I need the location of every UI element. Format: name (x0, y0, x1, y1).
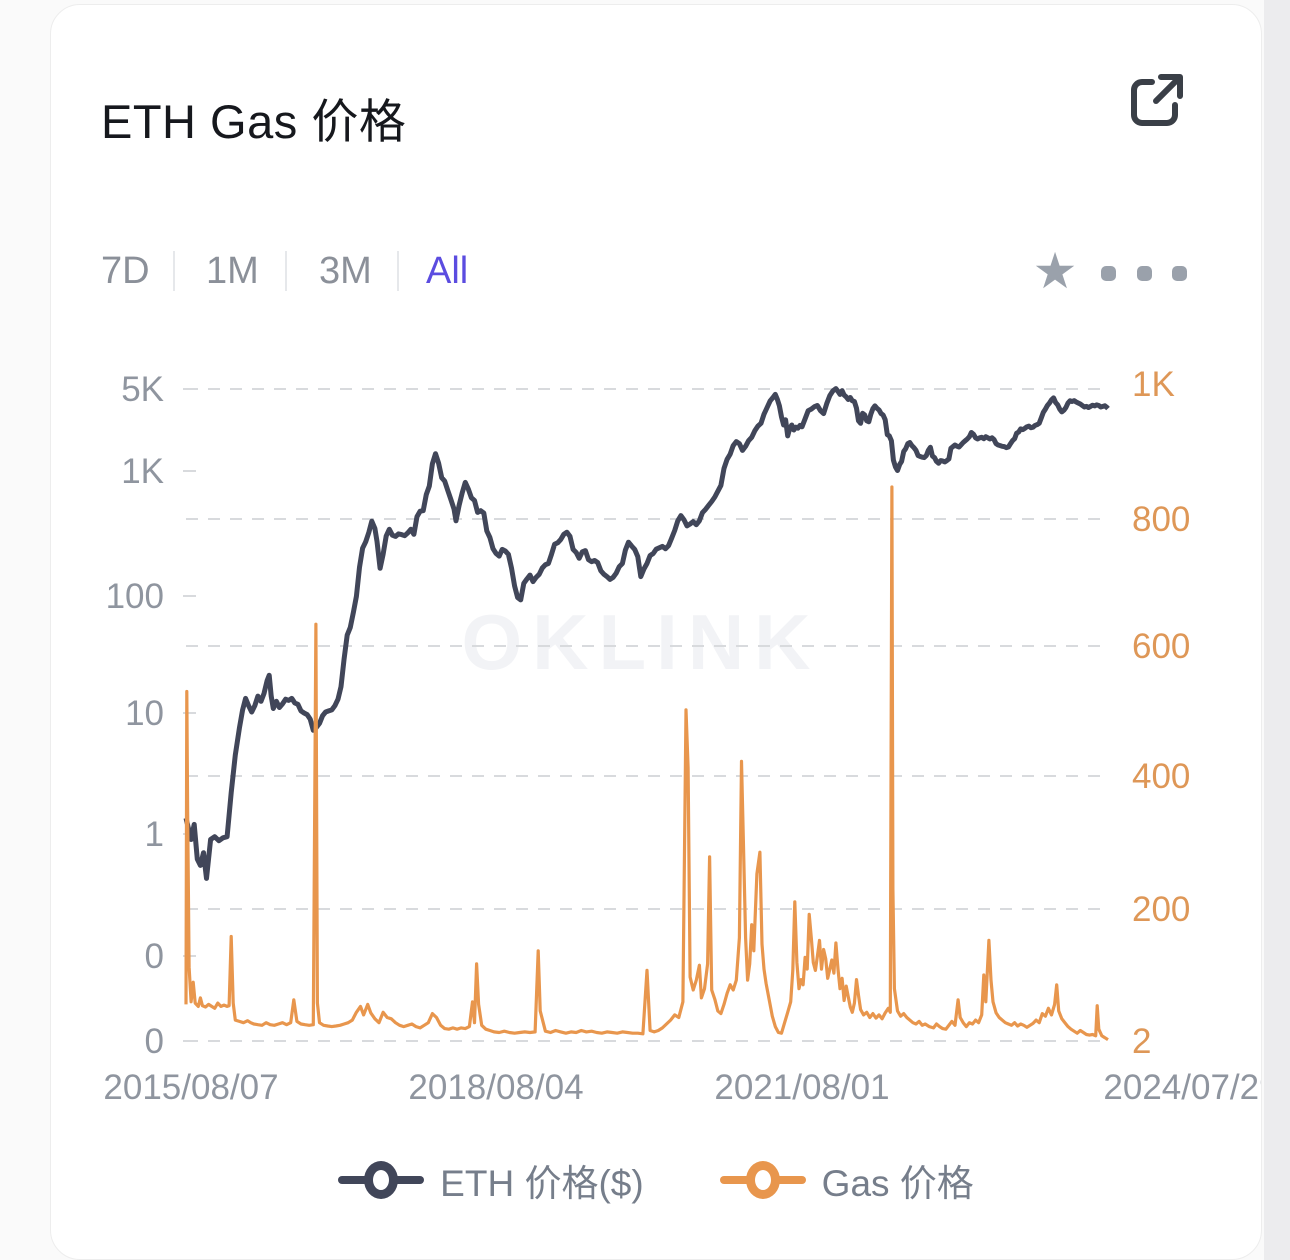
page-title: ETH Gas 价格 (101, 95, 407, 148)
left-axis-label: 5K (121, 370, 164, 409)
x-axis-label: 2015/08/07 (103, 1068, 278, 1107)
gas-legend-marker (719, 1161, 806, 1199)
left-axis-label: 1 (145, 815, 164, 854)
legend-item-eth[interactable]: ETH 价格($) (338, 1153, 644, 1207)
legend-item-gas[interactable]: Gas 价格 (719, 1153, 974, 1207)
external-link-icon (1131, 73, 1183, 126)
range-toolbar: 7D 1M 3M All ★ (51, 243, 1261, 299)
eth-legend-marker (338, 1161, 425, 1199)
right-axis-label: 600 (1132, 627, 1190, 666)
left-axis-label: 0 (145, 937, 164, 976)
chart-plot[interactable]: OKLINK5K1K100101001K80060040020022015/08… (50, 4, 1262, 1260)
left-axis-label: 10 (125, 694, 164, 733)
right-axis-label: 400 (1132, 757, 1190, 796)
tab-1m[interactable]: 1M (206, 243, 259, 299)
gas-price-line[interactable] (184, 485, 1109, 1042)
ellipsis-icon (1101, 265, 1116, 281)
external-link-button[interactable] (1123, 67, 1191, 135)
tab-divider (397, 251, 399, 291)
watermark-text: OKLINK (462, 598, 821, 686)
chart-card: ETH Gas 价格 7D 1M 3M All ★ OKLINK 5K 1K 100 1… (50, 4, 1262, 1260)
eth-legend-label: ETH 价格($) (440, 1163, 644, 1204)
more-options-button[interactable] (1101, 253, 1187, 293)
x-axis-label: 2024/07/29 (1103, 1068, 1262, 1107)
right-axis-label: 800 (1132, 500, 1190, 539)
tab-7d[interactable]: 7D (101, 243, 150, 299)
chart-legend: ETH 价格($) Gas 价格 (51, 1145, 1261, 1215)
left-axis-label: 1K (121, 452, 164, 491)
x-axis-label: 2018/08/04 (408, 1068, 583, 1107)
right-axis-label: 200 (1132, 890, 1190, 929)
right-axis-label: 2 (1132, 1022, 1151, 1061)
gas-legend-label: Gas 价格 (821, 1163, 974, 1204)
ellipsis-icon (1172, 265, 1187, 281)
eth-price-line[interactable] (183, 386, 1110, 881)
eth-legend-ring (364, 1161, 399, 1199)
tab-divider (285, 251, 287, 291)
star-icon: ★ (1032, 243, 1078, 299)
tab-divider (173, 251, 175, 291)
left-axis-label: 0 (145, 1022, 164, 1061)
gas-legend-ring (745, 1161, 780, 1199)
scrollbar-track (1264, 0, 1290, 1260)
ellipsis-icon (1136, 265, 1152, 281)
tab-3m[interactable]: 3M (319, 243, 372, 299)
tab-all[interactable]: All (426, 243, 468, 299)
x-axis-label: 2021/08/01 (714, 1068, 889, 1107)
right-axis-label: 1K (1132, 365, 1175, 404)
favorite-button[interactable]: ★ (1023, 239, 1087, 303)
left-axis-label: 100 (106, 577, 164, 616)
